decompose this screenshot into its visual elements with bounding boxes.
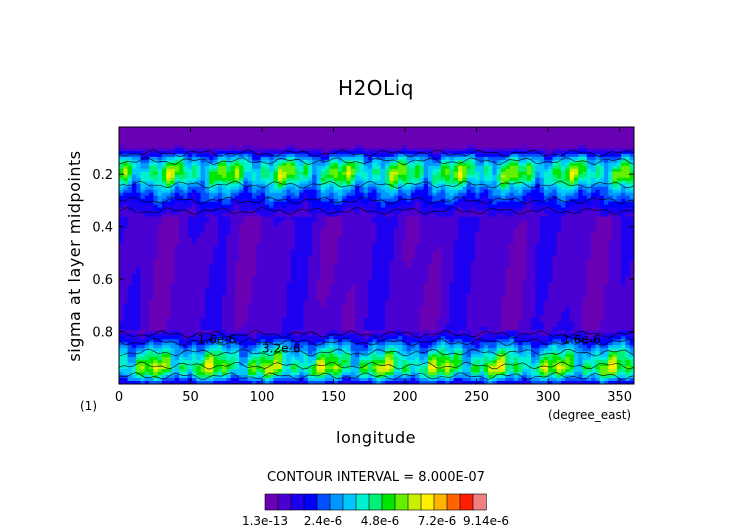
- colorbar-swatch: [420, 493, 435, 511]
- y-tick-label: 0.2: [92, 168, 113, 183]
- colorbar-tick-label: 9.14e-6: [463, 514, 509, 528]
- x-tick-label: 100: [250, 390, 275, 405]
- colorbar-swatch: [342, 493, 357, 511]
- contour-lines: [119, 149, 634, 381]
- colorbar-swatch: [381, 493, 396, 511]
- contour-label: 1.6e-6: [562, 332, 600, 346]
- colorbar-swatch: [368, 493, 383, 511]
- y-tick-label: 0.8: [92, 326, 113, 341]
- contour-line: [119, 348, 634, 357]
- contour-line: [119, 157, 634, 165]
- colorbar-swatch: [394, 493, 409, 511]
- colorbar-swatch: [277, 493, 292, 511]
- contour-label: 1.6e-6: [198, 332, 236, 346]
- x-tick-label: 300: [536, 390, 561, 405]
- contour-label: 3.2e-6: [262, 342, 300, 356]
- colorbar: [264, 493, 487, 511]
- colorbar-swatch: [329, 493, 344, 511]
- colorbar-swatch: [303, 493, 318, 511]
- chart-title: H2OLiq: [338, 76, 414, 100]
- contour-interval-note: CONTOUR INTERVAL = 8.000E-07: [267, 470, 485, 485]
- contour-line: [119, 361, 634, 370]
- colorbar-swatch: [433, 493, 448, 511]
- plot-frame: [118, 126, 635, 385]
- contour-line: [119, 180, 634, 189]
- colorbar-swatch: [446, 493, 461, 511]
- x-tick-label: 200: [393, 390, 418, 405]
- contour-inline-labels: 1.6e-6 3.2e-6 1.6e-6: [198, 332, 601, 355]
- colorbar-swatch: [472, 493, 487, 511]
- y-tick-label: 0.4: [92, 221, 113, 236]
- x-tick-label: 150: [321, 390, 346, 405]
- colorbar-swatch: [264, 493, 279, 511]
- x-tick-label: 250: [464, 390, 489, 405]
- colorbar-swatch: [316, 493, 331, 511]
- colorbar-tick-label: 1.3e-13: [242, 514, 288, 528]
- x-axis: 0 50 100 150 200 250 300 350: [115, 127, 632, 405]
- colorbar-labels: 1.3e-13 2.4e-6 4.8e-6 7.2e-6 9.14e-6: [242, 514, 509, 528]
- colorbar-tick-label: 4.8e-6: [361, 514, 399, 528]
- contour-line: [119, 207, 634, 215]
- y-unit-label: (1): [80, 399, 97, 413]
- contour-line: [119, 372, 634, 381]
- x-axis-label: longitude: [336, 428, 416, 447]
- y-axis-label: sigma at layer midpoints: [65, 150, 84, 361]
- heatmap-field: [119, 127, 634, 384]
- contour-line: [119, 149, 634, 158]
- colorbar-swatch: [290, 493, 305, 511]
- colorbar-swatch: [407, 493, 422, 511]
- colorbar-tick-label: 2.4e-6: [304, 514, 342, 528]
- colorbar-swatch: [355, 493, 370, 511]
- x-unit-label: (degree_east): [548, 408, 631, 422]
- contour-line: [119, 196, 634, 205]
- colorbar-swatch: [459, 493, 474, 511]
- x-tick-label: 350: [607, 390, 632, 405]
- y-axis: 0.2 0.4 0.6 0.8: [92, 168, 634, 341]
- colorbar-tick-label: 7.2e-6: [418, 514, 456, 528]
- y-tick-label: 0.6: [92, 273, 113, 288]
- x-tick-label: 0: [115, 390, 123, 405]
- x-tick-label: 50: [182, 390, 199, 405]
- contour-line: [119, 330, 634, 339]
- contour-line: [119, 338, 634, 346]
